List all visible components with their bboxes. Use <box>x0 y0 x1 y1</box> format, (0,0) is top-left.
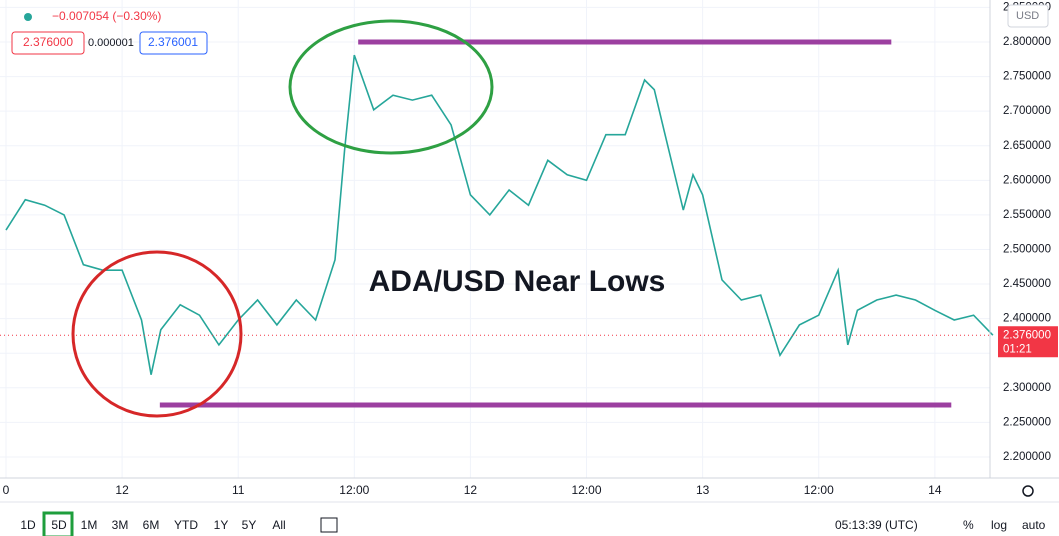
currency-box[interactable] <box>1007 4 1049 28</box>
plot <box>0 39 994 408</box>
price-change: −0.007054 (−0.30%) <box>52 9 161 23</box>
status-dot <box>24 13 32 21</box>
range-button[interactable]: 1M <box>81 518 98 532</box>
auto-toggle[interactable]: auto <box>1022 518 1046 532</box>
y-tick-label: 2.500000 <box>1003 244 1051 256</box>
y-tick-label: 2.750000 <box>1003 71 1051 83</box>
x-tick-label: 14 <box>928 483 942 497</box>
range-buttons: 1D 5D 1M 3M 6M YTD 1Y 5Y All <box>20 511 286 536</box>
axes: 2.2000002.2500002.3000002.3500002.400000… <box>3 1 1058 497</box>
highlight-ellipse <box>71 250 243 418</box>
x-tick-label: 12:00 <box>572 483 602 497</box>
y-tick-label: 2.200000 <box>1003 451 1051 463</box>
y-tick-label: 2.450000 <box>1003 278 1051 290</box>
clock: 05:13:39 (UTC) <box>835 518 918 532</box>
y-tick-label: 2.550000 <box>1003 209 1051 221</box>
ask: 2.376001 <box>148 35 198 49</box>
bid: 2.376000 <box>23 35 73 49</box>
y-tick-label: 2.650000 <box>1003 140 1051 152</box>
y-tick-label: 2.300000 <box>1003 382 1051 394</box>
annotation: ADA/USD Near Lows <box>369 265 666 298</box>
x-tick-label: 12 <box>464 483 478 497</box>
calendar-icon[interactable] <box>320 517 338 533</box>
log-toggle[interactable]: log <box>991 518 1007 532</box>
ask-box[interactable] <box>139 31 208 55</box>
y-tick-label: 2.250000 <box>1003 416 1051 428</box>
currency: USD <box>1016 10 1039 22</box>
y-tick-label: 2.400000 <box>1003 313 1051 325</box>
x-tick-label: 12:00 <box>804 483 834 497</box>
range-button[interactable]: 5Y <box>242 518 257 532</box>
bid-box[interactable] <box>11 31 85 55</box>
x-tick-label: 12 <box>115 483 129 497</box>
range-button[interactable]: 1Y <box>214 518 229 532</box>
settings-icon[interactable] <box>1022 485 1034 497</box>
y-tick-label: 2.700000 <box>1003 105 1051 117</box>
x-tick-label: 0 <box>3 483 10 497</box>
range-button[interactable]: YTD <box>174 518 198 532</box>
range-button[interactable]: 6M <box>143 518 160 532</box>
last-price-label: 2.376000 <box>1003 329 1051 341</box>
x-tick-label: 11 <box>232 483 245 497</box>
countdown: 01:21 <box>1003 343 1032 355</box>
range-button[interactable]: 1D <box>20 518 36 532</box>
y-tick-label: 2.600000 <box>1003 174 1051 186</box>
grid <box>0 0 990 478</box>
highlight-ellipse <box>288 19 494 155</box>
range-button[interactable]: 5D <box>51 518 67 532</box>
range-selected <box>42 511 74 536</box>
range-button[interactable]: All <box>272 518 285 532</box>
range-button[interactable]: 3M <box>112 518 129 532</box>
price-line <box>5 54 994 375</box>
spread: 0.000001 <box>88 37 134 49</box>
x-tick-label: 12:00 <box>339 483 369 497</box>
x-tick-label: 13 <box>696 483 710 497</box>
y-tick-label: 2.800000 <box>1003 36 1051 48</box>
last-price-box <box>998 326 1058 358</box>
percent-toggle[interactable]: % <box>963 518 974 532</box>
